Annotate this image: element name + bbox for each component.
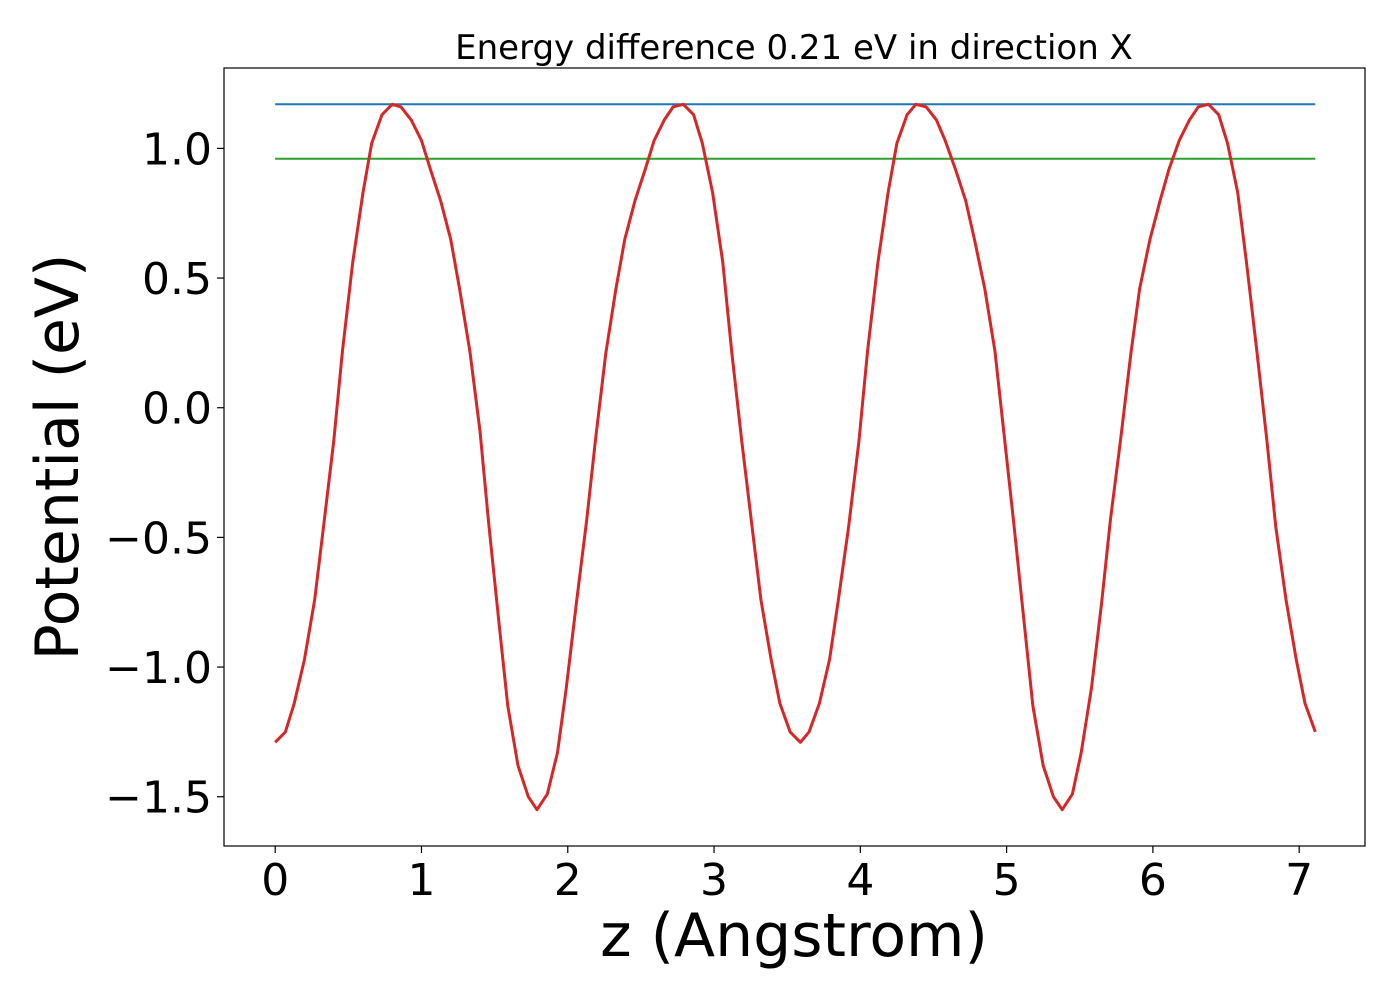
x-tick-label: 7 (1285, 855, 1313, 906)
x-axis-ticks: 0 1 2 3 4 5 6 7 (261, 846, 1313, 906)
y-tick-label: 1.0 (142, 124, 212, 175)
x-tick-label: 3 (700, 855, 728, 906)
series-layer (274, 102, 1317, 812)
y-tick-label: 0.5 (142, 254, 212, 305)
x-axis-label: z (Angstrom) (600, 901, 988, 971)
x-tick-label: 6 (1139, 855, 1167, 906)
y-tick-label: −1.0 (105, 643, 212, 694)
x-tick-label: 5 (993, 855, 1021, 906)
reference-lines (275, 103, 1316, 160)
y-tick-label: −0.5 (105, 513, 212, 564)
x-tick-label: 0 (261, 855, 289, 906)
y-axis-label: Potential (eV) (23, 254, 93, 661)
potential-series-line (274, 102, 1317, 812)
y-axis-ticks: 1.0 0.5 0.0 −0.5 −1.0 −1.5 (105, 124, 224, 824)
x-tick-label: 2 (554, 855, 582, 906)
x-tick-label: 4 (846, 855, 874, 906)
plot-frame (223, 67, 1366, 847)
chart-title: Energy difference 0.21 eV in direction X (455, 28, 1133, 68)
x-tick-label: 1 (407, 855, 435, 906)
y-tick-label: −1.5 (105, 773, 212, 824)
y-tick-label: 0.0 (142, 384, 212, 435)
